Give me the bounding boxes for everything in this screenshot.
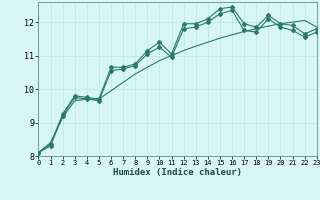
- X-axis label: Humidex (Indice chaleur): Humidex (Indice chaleur): [113, 168, 242, 177]
